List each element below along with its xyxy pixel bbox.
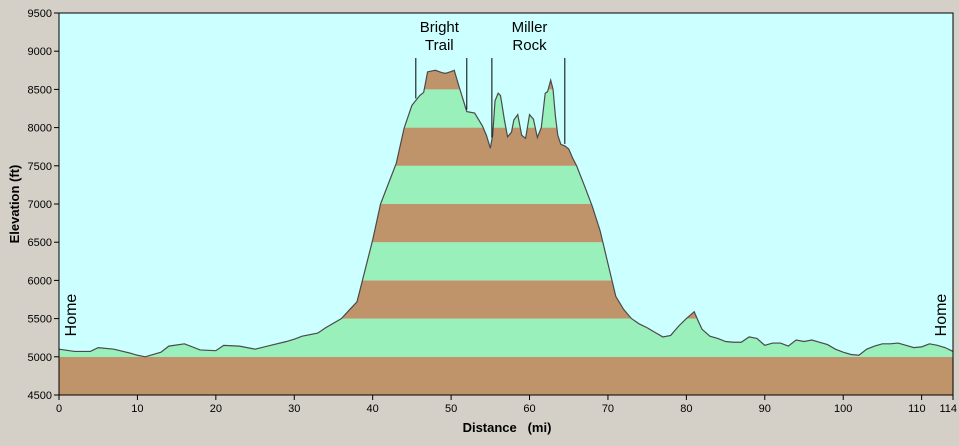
- y-tick-label: 4500: [28, 390, 52, 402]
- y-tick-label: 6500: [28, 237, 52, 249]
- y-tick-label: 6000: [28, 275, 52, 287]
- y-tick-label: 9000: [28, 46, 52, 58]
- y-tick-label: 5000: [28, 352, 52, 364]
- y-axis-label: Elevation (ft): [7, 165, 22, 244]
- home-label: Home: [933, 294, 950, 337]
- x-tick-label: 100: [834, 403, 852, 415]
- x-tick-label: 114: [939, 403, 957, 415]
- y-tick-label: 7000: [28, 199, 52, 211]
- x-tick-label: 60: [523, 403, 535, 415]
- y-axis: 4500 5000 5500 6000 6500 7000 7500 8000 8500 9000…: [28, 8, 59, 402]
- x-tick-label: 40: [367, 403, 379, 415]
- elevation-band: [59, 356, 953, 395]
- elevation-profile-line: [58, 69, 954, 358]
- y-tick-label: 5500: [28, 314, 52, 326]
- x-tick-label: 30: [288, 403, 300, 415]
- miller-rock-label: Miller Rock: [512, 19, 548, 54]
- y-tick-label: 7500: [28, 161, 52, 173]
- home-label: Home: [63, 294, 80, 337]
- x-tick-label: 20: [210, 403, 222, 415]
- x-tick-label: 50: [445, 403, 457, 415]
- x-tick-label: 90: [759, 403, 771, 415]
- y-tick-label: 8500: [28, 84, 52, 96]
- x-tick-label: 0: [56, 403, 62, 415]
- x-tick-label: 70: [602, 403, 614, 415]
- y-tick-label: 9500: [28, 8, 52, 20]
- x-axis-label: Distance (mi): [463, 420, 552, 435]
- annotation-markers: Home Home Bright Trail Miller Rock: [63, 19, 950, 336]
- x-axis: 0 10 20 30 40 50 60 70 80 90 100 110 114: [56, 395, 957, 415]
- y-tick-label: 8000: [28, 123, 52, 135]
- x-tick-label: 80: [680, 403, 692, 415]
- bright-trail-label: Bright Trail: [420, 19, 460, 54]
- x-tick-label: 110: [908, 403, 926, 415]
- x-tick-label: 10: [131, 403, 143, 415]
